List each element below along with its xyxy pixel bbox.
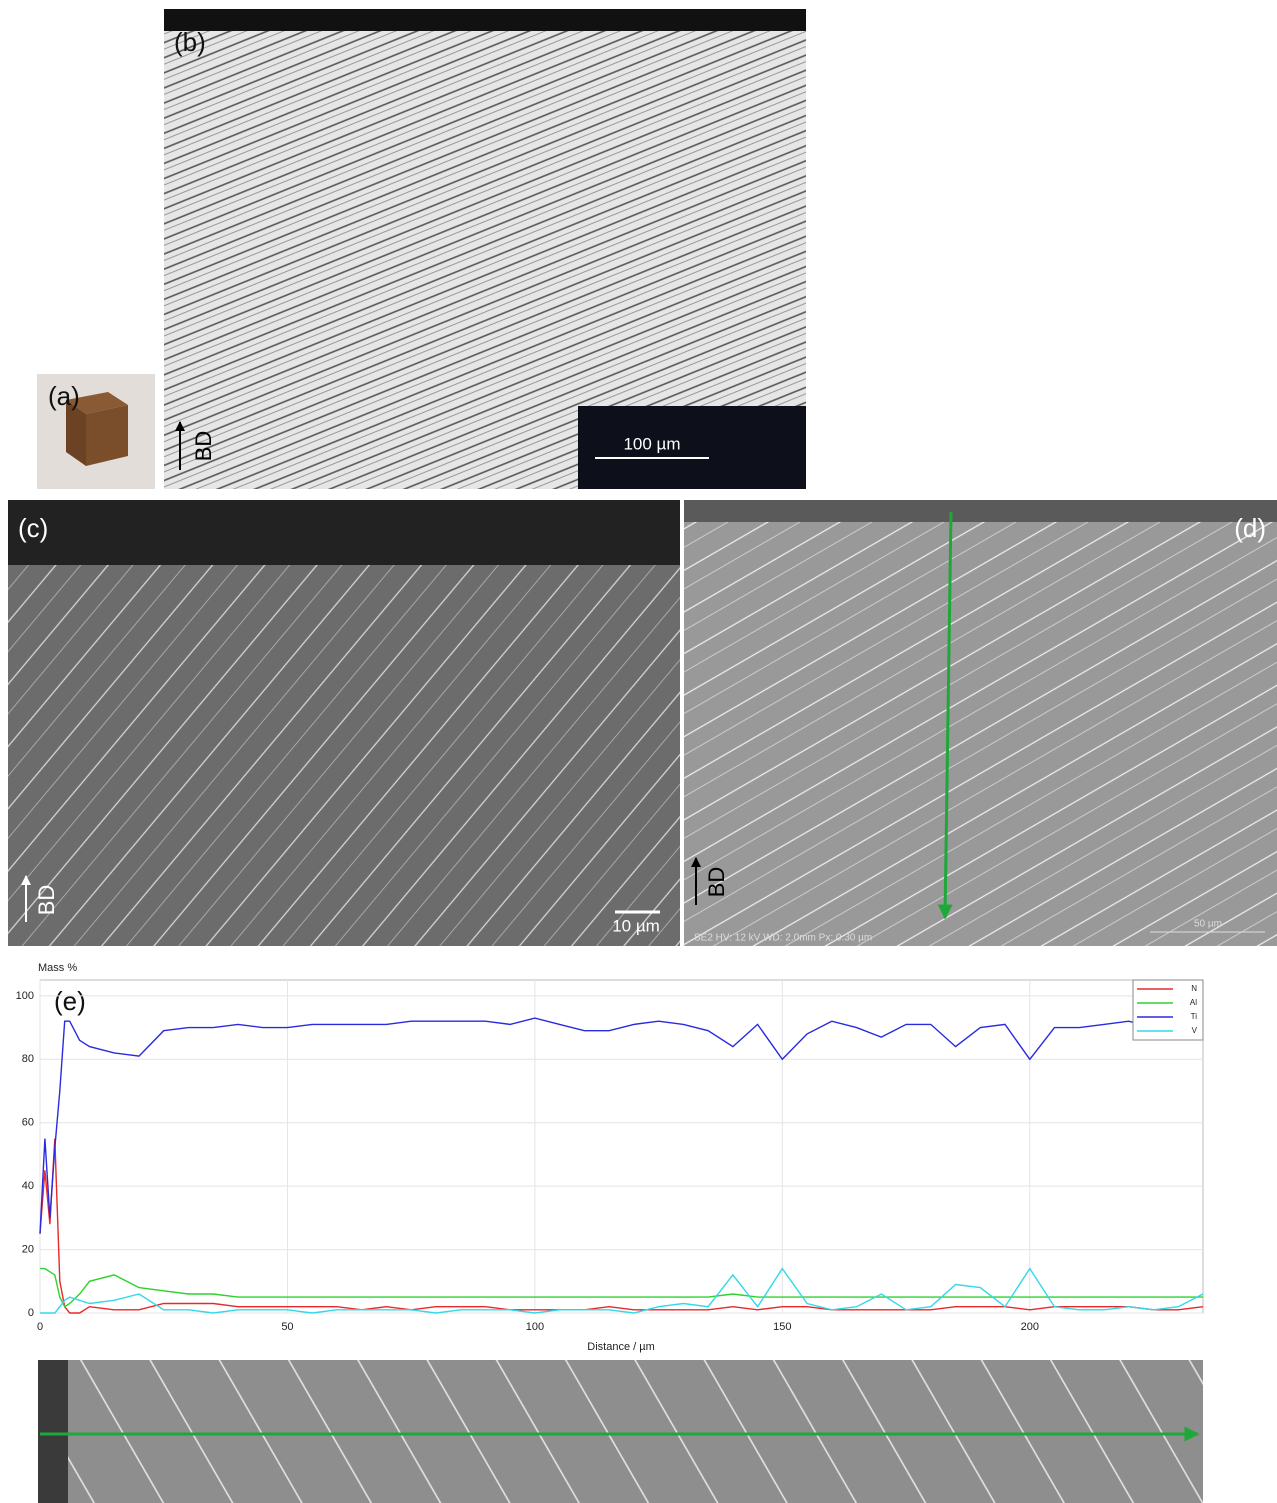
x-axis-label: Distance / µm: [587, 1341, 654, 1353]
panel-label: (b): [174, 27, 206, 57]
bd-label: BD: [34, 885, 59, 916]
plot-area: [40, 980, 1203, 1313]
x-tick-label: 0: [37, 1321, 43, 1333]
legend-label: Ti: [1191, 1012, 1198, 1021]
micrograph: [684, 500, 1277, 946]
y-axis-label: Mass %: [38, 962, 77, 974]
mount: [684, 500, 1277, 522]
bd-label: BD: [191, 431, 216, 462]
scale-box: [578, 406, 806, 489]
panel-c: (c) 10 µm BD: [8, 500, 680, 946]
legend-label: N: [1191, 984, 1197, 993]
legend-label: V: [1192, 1026, 1198, 1035]
x-tick-label: 100: [526, 1321, 544, 1333]
scale-label: 10 µm: [612, 916, 660, 935]
panel-b: 100 µm (b) BD: [164, 9, 806, 489]
panel-a: (a): [37, 374, 155, 489]
y-tick-label: 80: [22, 1053, 34, 1065]
panel-d: (d) BD SE2 HV: 12 kV WD: 2.0mm Px: 0.30 …: [684, 500, 1277, 946]
y-tick-label: 60: [22, 1117, 34, 1129]
panel-label: (d): [1234, 513, 1266, 543]
y-tick-label: 40: [22, 1180, 34, 1192]
bd-label: BD: [704, 867, 729, 898]
mount: [38, 1360, 68, 1503]
scale-label: 50 µm: [1194, 919, 1222, 930]
sem-info: SE2 HV: 12 kV WD: 2.0mm Px: 0.30 µm: [694, 933, 872, 944]
y-tick-label: 100: [16, 990, 34, 1002]
panel-label: (e): [54, 986, 86, 1016]
micrograph: [8, 500, 680, 946]
panel-label: (a): [48, 381, 80, 411]
scan-strip: [38, 1360, 1203, 1503]
page: (a) 100 µm (b) BD (c) 10 µm BD (d) BD SE…: [0, 0, 1277, 1503]
x-tick-label: 50: [281, 1321, 293, 1333]
figure: (a) 100 µm (b) BD (c) 10 µm BD (d) BD SE…: [0, 0, 1277, 1503]
line-chart: Mass % Distance / µm (e) 0 20 40 60 80 100 0 50…: [16, 962, 1203, 1353]
legend-label: Al: [1190, 998, 1197, 1007]
micrograph: [38, 1360, 1203, 1503]
y-tick-label: 20: [22, 1243, 34, 1255]
scale-label: 100 µm: [623, 434, 680, 453]
x-tick-label: 200: [1021, 1321, 1039, 1333]
cube-front: [86, 405, 128, 466]
mount: [164, 9, 806, 31]
x-tick-label: 150: [773, 1321, 791, 1333]
mount: [8, 500, 680, 565]
y-tick-label: 0: [28, 1307, 34, 1319]
panel-label: (c): [18, 513, 48, 543]
